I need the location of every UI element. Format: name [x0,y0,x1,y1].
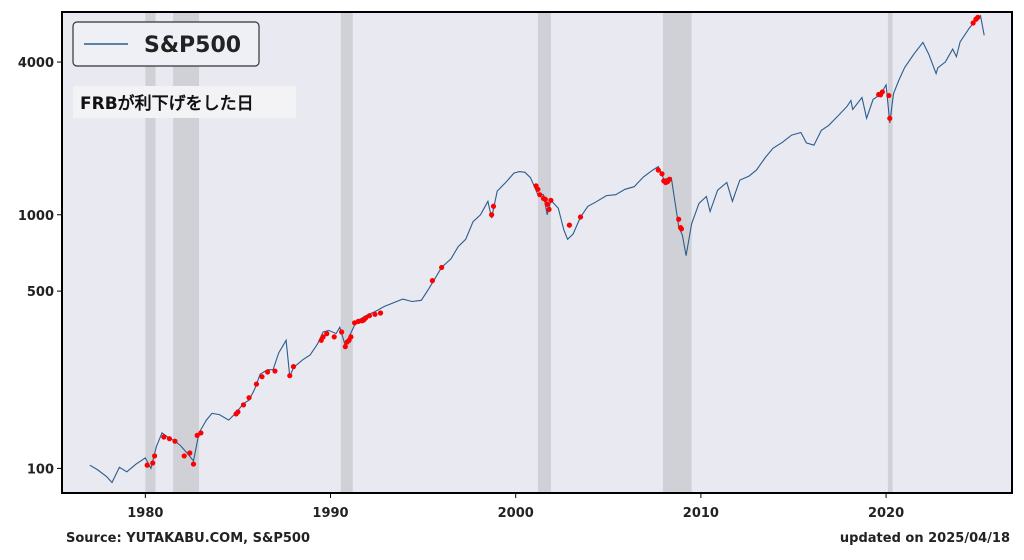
rate-cut-point [166,436,173,442]
rate-cut-point [678,226,685,232]
rate-cut-point [259,374,265,380]
rate-cut-point [544,201,550,207]
legend-label: S&P500 [144,33,241,58]
y-tick-label: 4000 [18,56,54,71]
recession-band [145,12,156,493]
rate-cut-point [970,20,976,26]
y-tick-label: 500 [27,285,54,300]
rate-cut-point [331,334,337,340]
rate-cut-point [151,453,158,459]
rate-cut-point [198,430,204,436]
rate-cut-point [339,329,345,335]
rate-cut-point [546,206,552,212]
rate-cut-point [190,461,197,467]
annotation-label: FRBが利下げをした日 [80,93,254,114]
x-tick-label: 1980 [127,506,163,521]
rate-cut-point [272,368,278,374]
rate-cut-point [666,176,673,182]
rate-cut-point [537,192,543,198]
x-tick-label: 1990 [312,506,348,521]
legend-box [72,21,260,67]
x-tick-label: 2010 [683,506,719,521]
rate-cut-point [489,212,495,218]
rate-cut-point [181,453,187,459]
rate-cut-point [144,462,150,468]
rate-cut-point [287,373,293,379]
rate-cut-point [348,334,354,340]
rate-cut-point [887,115,893,121]
rate-cut-point [246,395,252,401]
x-axis-ticks: 1980 1990 2000 2010 2020 [127,493,904,521]
rate-cut-point [535,186,541,192]
rate-cut-point [161,434,167,440]
rate-cut-point [150,460,156,466]
rate-cut-point [429,278,435,284]
rate-cut-point [886,92,892,99]
rate-cut-point [439,264,445,271]
x-tick-label: 2000 [498,506,534,521]
rate-cut-point [187,450,193,456]
plot-frame [61,11,1013,494]
y-axis-ticks: 100 500 1000 4000 [18,56,62,477]
rate-cut-point [320,334,326,340]
y-tick-label: 100 [27,462,54,477]
rate-cut-point [548,197,554,203]
updated-note: updated on 2025/04/18 [839,531,1010,546]
rate-cut-point [879,89,885,95]
rate-cut-point [290,363,297,370]
recession-band [173,12,200,493]
rate-cut-point [366,313,373,319]
rate-cut-point [655,167,661,173]
rate-cut-markers [144,14,981,468]
rate-cut-point [194,432,200,438]
recession-band [887,12,893,493]
rate-cut-point [377,310,384,316]
rate-cut-point [240,402,247,408]
rate-cut-point [659,171,665,177]
source-note: Source: YUTAKABU.COM, S&P500 [66,531,310,546]
rate-cut-point [264,369,271,375]
x-tick-label: 2020 [868,506,904,521]
rate-cut-point [172,438,178,444]
rate-cut-point [324,331,330,337]
y-tick-label: 1000 [18,209,54,224]
rate-cut-point [676,216,682,222]
recession-bands [145,12,893,493]
recession-band [340,12,353,493]
rate-cut-point [577,214,584,220]
rate-cut-point [490,203,497,209]
rate-cut-point [235,409,241,415]
rate-cut-point [253,381,260,387]
recession-band [662,12,692,493]
annotation-box [73,86,296,118]
legend: S&P500 [72,21,260,67]
rate-cut-point [975,14,981,20]
rate-cut-point [342,344,348,350]
annotation: FRBが利下げをした日 [73,86,296,118]
recession-band [537,12,551,493]
plot-background [62,12,1012,493]
rate-cut-point [542,196,548,202]
rate-cut-point [566,222,573,228]
rate-cut-point [372,311,378,317]
